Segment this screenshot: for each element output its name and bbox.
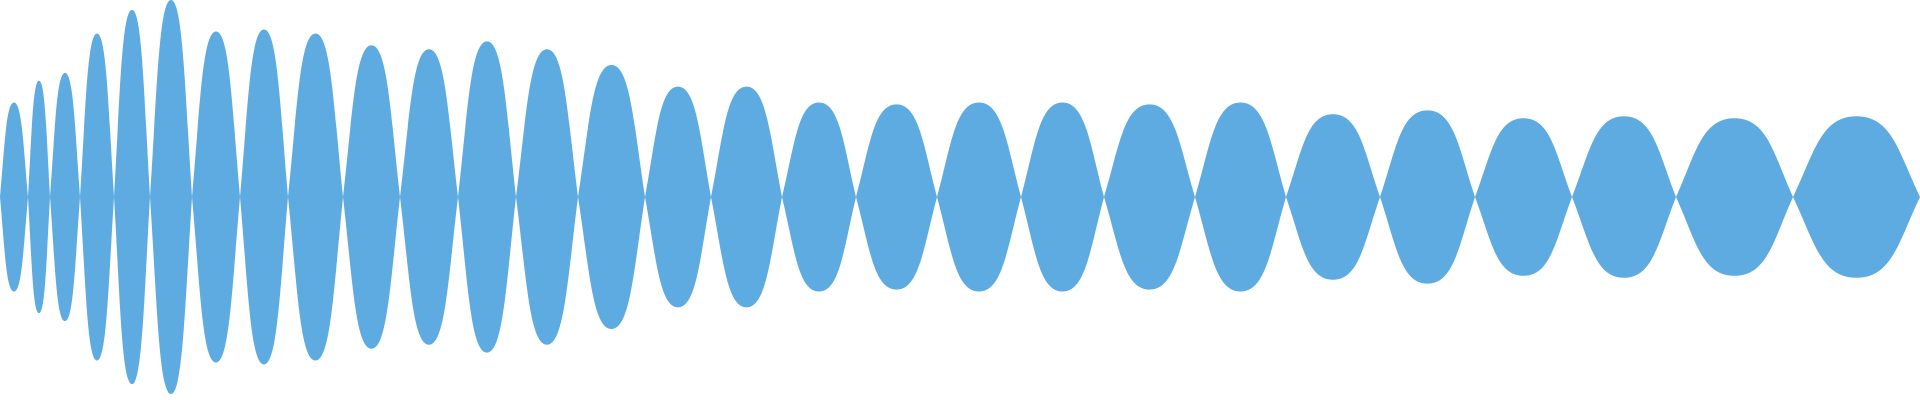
waveform-lobe: [80, 33, 114, 361]
waveform-lobe: [516, 49, 578, 345]
waveform-lobe: [1676, 118, 1793, 276]
waveform-lobe: [1793, 116, 1920, 278]
waveform-lobe: [114, 9, 150, 385]
waveform-lobe: [856, 104, 937, 290]
waveform-lobe: [937, 102, 1021, 292]
waveform-lobe: [458, 41, 516, 353]
waveform-lobe: [50, 72, 80, 322]
waveform-lobe: [150, 0, 192, 394]
waveform-lobe: [1286, 114, 1380, 280]
waveform-lobe: [288, 33, 343, 361]
waveform-lobe: [28, 80, 50, 314]
waveform-lobe: [578, 65, 645, 329]
waveform-lobe: [343, 45, 400, 349]
waveform-lobe: [645, 86, 711, 308]
waveform-lobe: [400, 49, 458, 345]
waveform-lobe: [1475, 118, 1572, 276]
waveform-lobe: [240, 29, 288, 365]
waveform-lobe: [1572, 116, 1676, 278]
waveform-lobe: [192, 31, 240, 363]
waveform-lobe: [1380, 110, 1475, 284]
waveform-lobe: [1104, 104, 1195, 290]
waveform-lobe: [711, 86, 782, 308]
waveform-lobe: [782, 102, 856, 292]
waveform-lobe: [0, 102, 28, 292]
waveform-lobe: [1021, 102, 1104, 292]
waveform-lobe: [1195, 102, 1286, 292]
